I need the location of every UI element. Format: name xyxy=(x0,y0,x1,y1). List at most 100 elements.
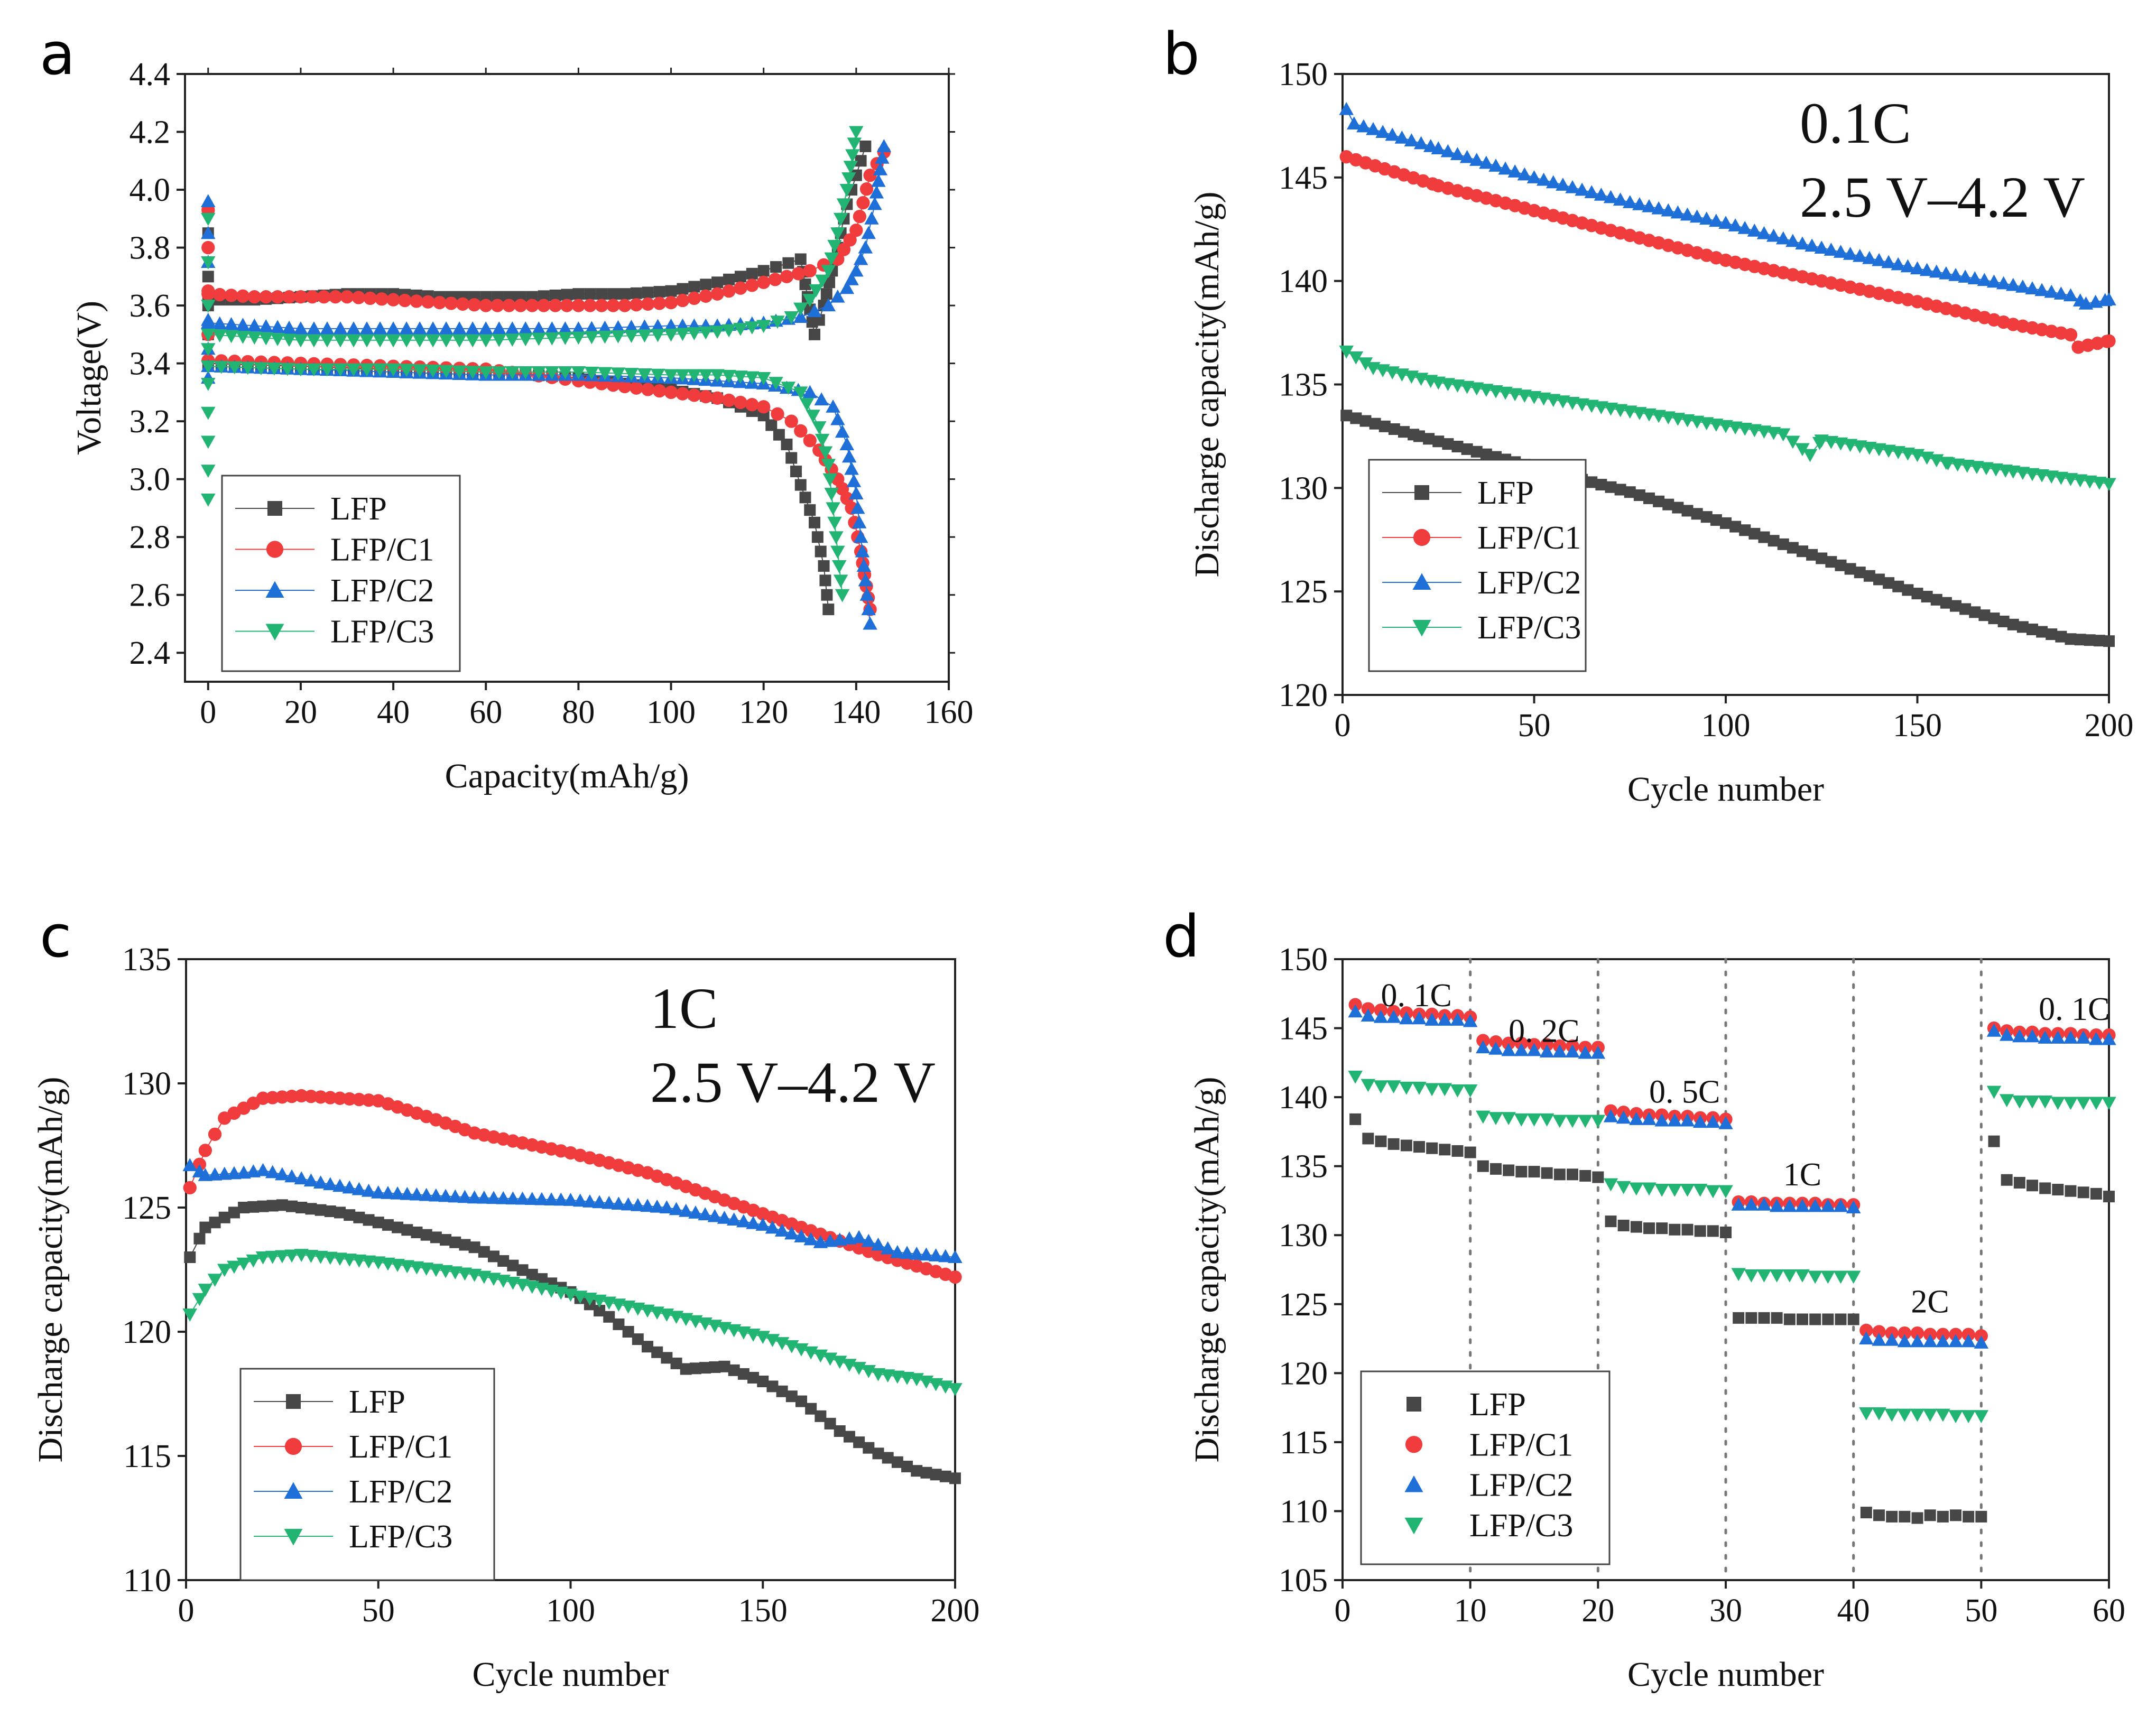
data-point xyxy=(343,1092,356,1106)
data-point xyxy=(835,589,850,602)
legend-marker xyxy=(1412,620,1431,637)
data-point xyxy=(332,1252,347,1266)
data-point xyxy=(631,1198,645,1211)
data-point xyxy=(2007,618,2019,630)
data-point xyxy=(201,226,216,239)
x-tick-label: 140 xyxy=(831,694,881,730)
data-point xyxy=(597,320,613,334)
y-tick-label: 150 xyxy=(1279,942,1328,978)
data-point xyxy=(1737,221,1752,234)
data-point xyxy=(799,278,811,290)
y-axis-title: Discharge capacity(mAh/g) xyxy=(1188,1077,1226,1463)
data-point xyxy=(624,320,639,333)
data-point xyxy=(1361,1008,1376,1022)
series-lfp xyxy=(1340,410,2115,647)
x-tick-label: 40 xyxy=(1837,1593,1870,1629)
x-tick-label: 50 xyxy=(1518,708,1551,744)
data-point xyxy=(1820,1270,1836,1284)
data-point xyxy=(723,273,735,285)
x-tick-label: 0 xyxy=(200,694,216,730)
data-point xyxy=(1526,1043,1542,1056)
data-point xyxy=(1501,1112,1516,1126)
data-point xyxy=(373,363,387,377)
data-point xyxy=(317,290,331,304)
data-point xyxy=(653,286,665,298)
data-point xyxy=(553,1192,569,1206)
data-point xyxy=(1413,430,1425,442)
x-tick-label: 40 xyxy=(377,694,410,730)
data-point xyxy=(859,587,875,601)
data-point xyxy=(824,252,839,266)
data-point xyxy=(824,488,839,501)
data-point xyxy=(2006,277,2021,291)
data-point xyxy=(217,1166,232,1180)
data-point xyxy=(1733,1312,1745,1324)
data-point xyxy=(314,1204,327,1216)
data-point xyxy=(1863,570,1875,582)
data-point xyxy=(1988,1135,2000,1147)
data-point xyxy=(737,1368,749,1380)
data-point xyxy=(571,366,586,379)
data-point xyxy=(2102,1097,2116,1110)
data-point xyxy=(584,288,596,300)
data-point xyxy=(1463,1014,1478,1027)
legend-label: LFP/C2 xyxy=(1477,565,1581,601)
data-point xyxy=(1758,1312,1770,1324)
data-point xyxy=(1797,545,1808,558)
data-point xyxy=(1681,505,1694,517)
legend-label: LFP xyxy=(1469,1387,1526,1423)
data-point xyxy=(1669,1223,1681,1236)
data-point xyxy=(880,1241,895,1255)
data-point xyxy=(449,1236,461,1248)
data-point xyxy=(544,321,560,335)
data-point xyxy=(1488,1112,1503,1126)
data-point xyxy=(1642,1182,1657,1196)
data-point xyxy=(766,1380,779,1393)
data-point xyxy=(849,224,863,237)
data-point xyxy=(637,319,652,332)
y-tick-label: 4.2 xyxy=(129,115,171,151)
data-point xyxy=(602,1195,616,1209)
legend-box xyxy=(239,1368,495,1581)
data-point xyxy=(1386,1009,1401,1023)
data-point xyxy=(351,1182,367,1195)
data-point xyxy=(745,371,760,385)
data-point xyxy=(1437,1083,1452,1097)
data-point xyxy=(876,139,892,152)
data-point xyxy=(1340,410,1353,422)
data-point xyxy=(722,284,736,298)
data-point xyxy=(859,140,872,152)
data-point xyxy=(1922,1408,1938,1422)
x-tick-label: 100 xyxy=(646,694,696,730)
data-point xyxy=(1387,1138,1400,1150)
data-point xyxy=(375,292,388,306)
data-point xyxy=(1440,144,1456,157)
x-axis-title: Cycle number xyxy=(1627,1655,1824,1694)
data-point xyxy=(459,1239,471,1251)
data-point xyxy=(247,290,262,304)
x-tick-label: 50 xyxy=(362,1593,395,1629)
data-point xyxy=(1910,1326,1924,1340)
data-point xyxy=(558,332,573,345)
data-point xyxy=(209,1217,221,1229)
data-point xyxy=(827,239,842,253)
data-point xyxy=(1948,1410,1963,1424)
legend-label: LFP/C3 xyxy=(349,1519,452,1555)
data-point xyxy=(819,574,831,587)
data-point xyxy=(710,326,725,339)
data-point xyxy=(793,302,808,316)
data-point xyxy=(781,438,793,450)
data-point xyxy=(468,1241,480,1254)
data-point xyxy=(746,267,758,280)
data-point xyxy=(688,281,700,293)
panel-c: c 0 50 100 150 200 110 115 120 125 130 135 Cycle num… xyxy=(31,903,980,1694)
data-point xyxy=(1771,1312,1783,1324)
data-point xyxy=(1911,1512,1923,1524)
data-point xyxy=(1590,1115,1606,1128)
data-point xyxy=(847,137,862,151)
data-point xyxy=(637,368,652,382)
data-point xyxy=(1950,600,1961,612)
data-point xyxy=(1910,261,1925,275)
data-point xyxy=(1526,170,1542,183)
data-point xyxy=(465,334,480,348)
